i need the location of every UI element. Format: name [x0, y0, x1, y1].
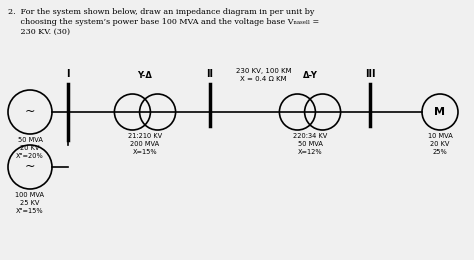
Text: II: II [207, 69, 213, 79]
Text: ~: ~ [25, 105, 35, 118]
Text: ~: ~ [25, 159, 35, 172]
Text: 230 KV, 100 KM: 230 KV, 100 KM [236, 68, 292, 74]
Text: X = 0.4 Ω KM: X = 0.4 Ω KM [240, 76, 287, 82]
Text: 230 KV. (30): 230 KV. (30) [8, 28, 70, 36]
Text: III: III [365, 69, 375, 79]
Text: I: I [66, 69, 70, 79]
Text: 10 MVA
20 KV
25%: 10 MVA 20 KV 25% [428, 133, 452, 155]
Text: Δ-Y: Δ-Y [302, 71, 318, 80]
Text: 220:34 KV
50 MVA
X=12%: 220:34 KV 50 MVA X=12% [293, 133, 327, 155]
Text: 21:210 KV
200 MVA
X=15%: 21:210 KV 200 MVA X=15% [128, 133, 162, 155]
Text: 50 MVA
20 KV
X"=20%: 50 MVA 20 KV X"=20% [16, 137, 44, 159]
Text: choosing the system’s power base 100 MVA and the voltage base Vₙₐₛₑₗₗ =: choosing the system’s power base 100 MVA… [8, 18, 319, 26]
Text: Y-Δ: Y-Δ [137, 71, 153, 80]
Text: M: M [435, 107, 446, 117]
Text: 2.  For the system shown below, draw an impedance diagram in per unit by: 2. For the system shown below, draw an i… [8, 8, 314, 16]
Text: 100 MVA
25 KV
X"=15%: 100 MVA 25 KV X"=15% [16, 192, 45, 214]
